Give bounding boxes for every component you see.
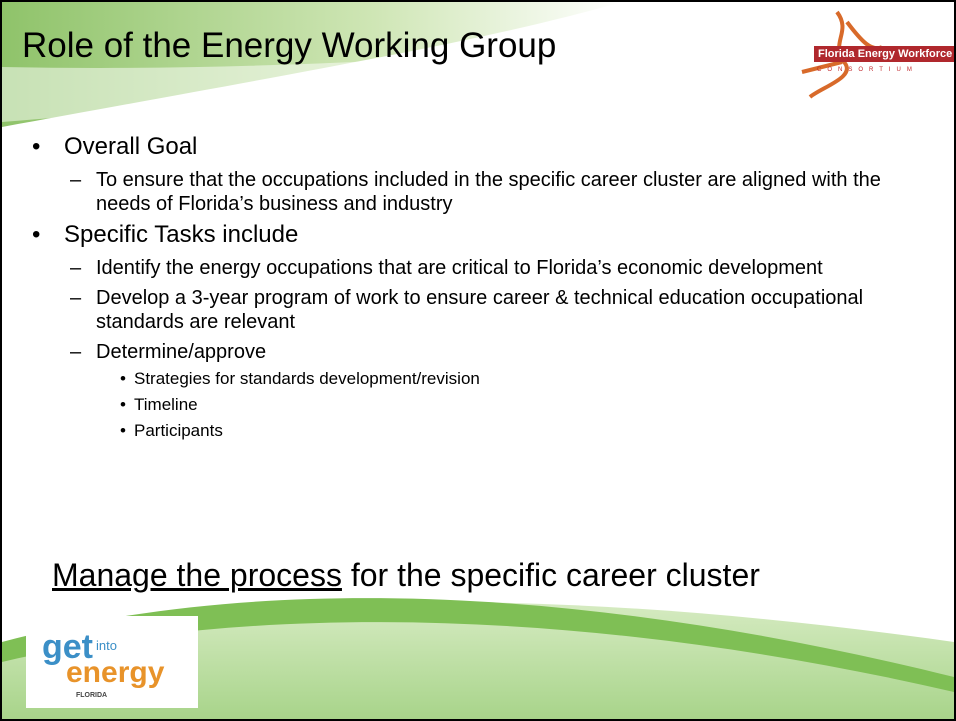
sub-sub-bullet: Strategies for standards development/rev… [28,368,928,390]
sub-sub-bullet: Timeline [28,394,928,416]
badge-logo: get into energy FLORIDA [26,616,198,708]
badge-state: FLORIDA [76,692,108,699]
footer-emphasis: Manage the process [52,557,342,593]
logo-name: Florida Energy Workforce [814,46,954,62]
sub-sub-bullet: Participants [28,420,928,442]
badge-into: into [96,638,117,653]
badge-energy: energy [66,656,165,689]
footer-text: for the specific career cluster [350,557,760,593]
badge-get: get [42,628,93,666]
footer-line: Manage the process for the specific care… [52,557,760,594]
bullet: Specific Tasks include [28,220,928,250]
bullet: Overall Goal [28,132,928,162]
sub-bullet: Identify the energy occupations that are… [28,256,928,280]
sub-bullet: Determine/approve [28,340,928,364]
sub-bullet: To ensure that the occupations included … [28,168,928,216]
slide-title: Role of the Energy Working Group [22,26,557,65]
logo-tagline: CONSORTIUM [817,67,918,73]
sub-bullet: Develop a 3-year program of work to ensu… [28,286,928,334]
bullet-list: Overall Goal To ensure that the occupatio… [28,128,928,442]
